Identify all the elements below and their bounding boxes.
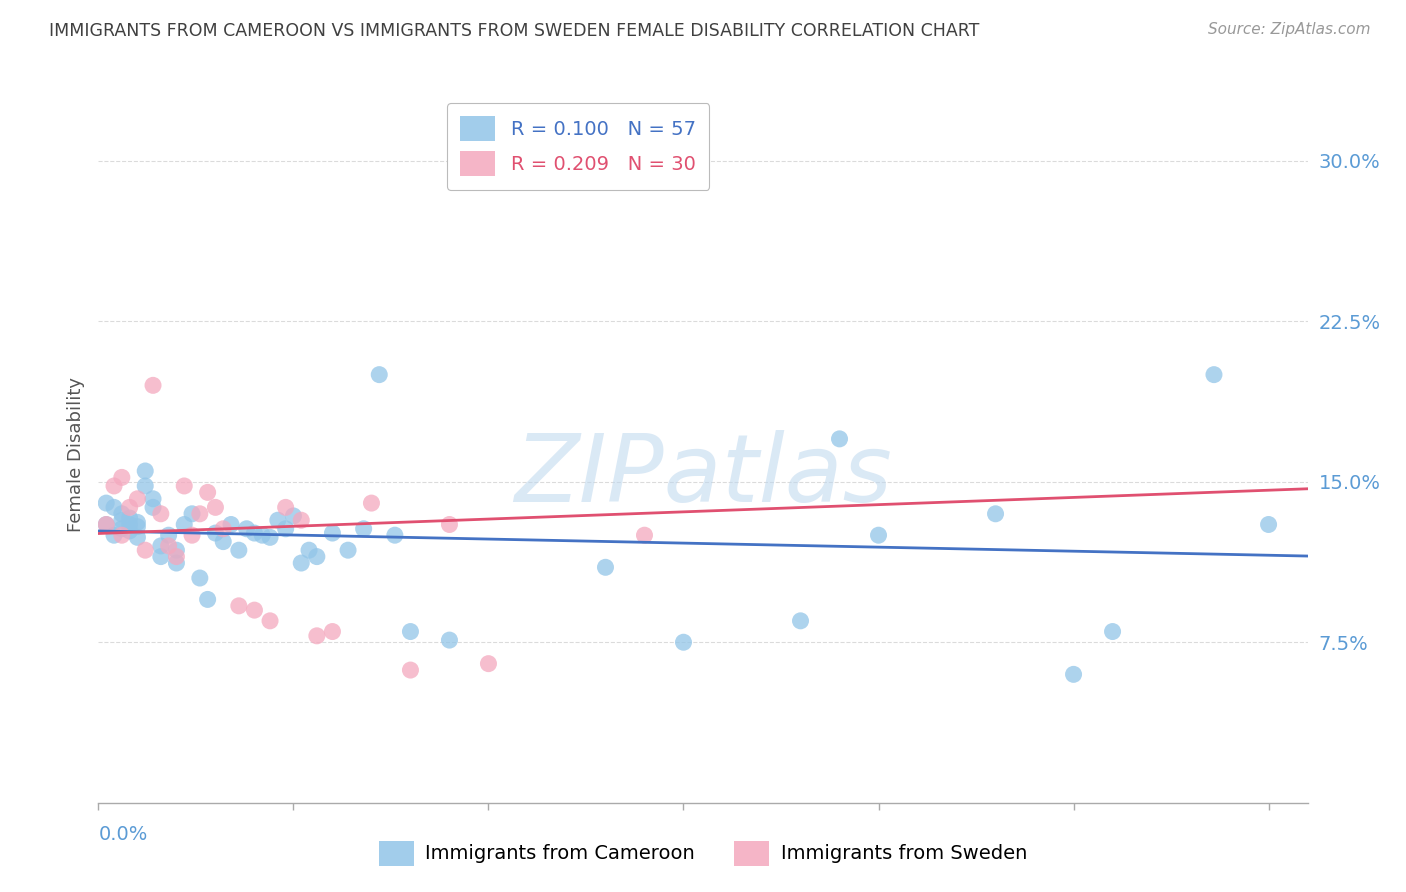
Point [204,526,226,541]
Point [337,543,360,558]
Point [142,500,165,515]
Point [181,528,204,542]
Point [1101,624,1123,639]
Point [439,517,461,532]
Legend: Immigrants from Cameroon, Immigrants from Sweden: Immigrants from Cameroon, Immigrants fro… [371,833,1035,873]
Text: ZIPatlas: ZIPatlas [515,430,891,521]
Point [212,522,235,536]
Point [305,629,328,643]
Point [103,528,125,542]
Point [384,528,406,542]
Point [274,522,297,536]
Point [228,543,250,558]
Point [149,539,172,553]
Point [165,556,187,570]
Point [157,528,180,542]
Point [274,500,297,515]
Point [134,543,156,558]
Point [212,534,235,549]
Point [595,560,617,574]
Point [96,517,118,532]
Point [118,500,141,515]
Point [111,522,134,536]
Point [197,592,219,607]
Point [149,507,172,521]
Point [399,624,422,639]
Text: 0.0%: 0.0% [98,825,148,844]
Point [111,528,134,542]
Point [321,526,343,541]
Point [127,516,149,530]
Point [290,513,312,527]
Point [360,496,382,510]
Point [118,511,141,525]
Point [789,614,811,628]
Point [197,485,219,500]
Point [181,507,204,521]
Legend: R = 0.100   N = 57, R = 0.209   N = 30: R = 0.100 N = 57, R = 0.209 N = 30 [447,103,710,190]
Y-axis label: Female Disability: Female Disability [66,377,84,533]
Point [111,507,134,521]
Point [157,539,180,553]
Point [243,603,266,617]
Point [259,614,281,628]
Point [633,528,655,542]
Point [173,517,195,532]
Point [477,657,499,671]
Point [149,549,172,564]
Point [142,491,165,506]
Point [290,556,312,570]
Point [142,378,165,392]
Point [252,528,274,542]
Point [134,479,156,493]
Point [173,479,195,493]
Point [96,496,118,510]
Point [103,500,125,515]
Text: Source: ZipAtlas.com: Source: ZipAtlas.com [1208,22,1371,37]
Point [134,464,156,478]
Point [353,522,375,536]
Point [321,624,343,639]
Point [118,517,141,532]
Point [868,528,890,542]
Point [96,517,118,532]
Point [103,479,125,493]
Point [127,519,149,533]
Point [1257,517,1279,532]
Point [399,663,422,677]
Point [127,530,149,544]
Point [118,524,141,538]
Point [298,543,321,558]
Point [165,549,187,564]
Point [672,635,695,649]
Point [188,507,211,521]
Text: IMMIGRANTS FROM CAMEROON VS IMMIGRANTS FROM SWEDEN FEMALE DISABILITY CORRELATION: IMMIGRANTS FROM CAMEROON VS IMMIGRANTS F… [49,22,980,40]
Point [267,513,290,527]
Point [127,491,149,506]
Point [165,543,187,558]
Point [243,526,266,541]
Point [571,149,593,163]
Point [259,530,281,544]
Point [111,470,134,484]
Point [1063,667,1085,681]
Point [111,513,134,527]
Point [1202,368,1225,382]
Point [188,571,211,585]
Point [368,368,391,382]
Point [228,599,250,613]
Point [828,432,851,446]
Point [219,517,242,532]
Point [204,500,226,515]
Point [984,507,1007,521]
Point [283,508,305,523]
Point [439,633,461,648]
Point [305,549,328,564]
Point [235,522,257,536]
